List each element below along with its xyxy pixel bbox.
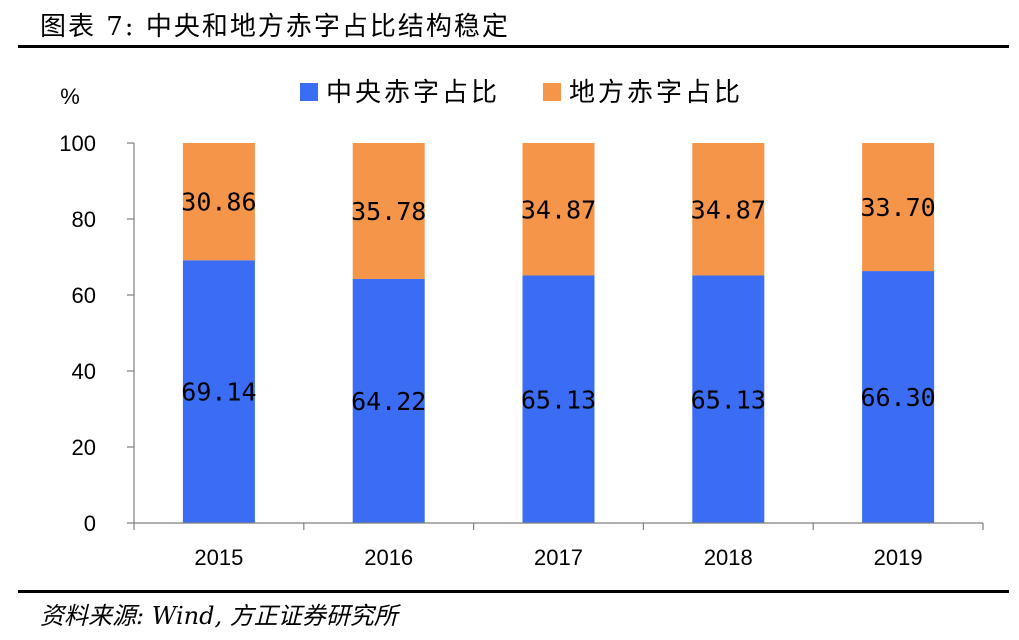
- data-label: 30.86: [181, 188, 256, 217]
- bar-central-2015: [182, 260, 255, 523]
- data-label: 66.30: [860, 383, 935, 412]
- x-tick-label: 2015: [194, 545, 243, 570]
- data-label: 64.22: [351, 387, 426, 416]
- data-label: 65.13: [521, 385, 596, 414]
- data-label: 35.78: [351, 197, 426, 226]
- x-tick-label: 2017: [534, 545, 583, 570]
- bar-central-2016: [352, 278, 425, 523]
- legend-swatch: [300, 83, 318, 101]
- top-rule: [18, 45, 1009, 48]
- bar-central-2018: [692, 275, 765, 523]
- stacked-bar-chart: 中央赤字占比 地方赤字占比 % 0 20 40 60 80 100 69.14 30.86 64…: [59, 78, 984, 570]
- bar-local-2015: [182, 143, 255, 261]
- data-label: 69.14: [181, 378, 256, 407]
- figure-title: 图表 7: 中央和地方赤字占比结构稳定: [40, 12, 510, 42]
- data-label: 34.87: [691, 195, 766, 224]
- bar-local-2019: [862, 143, 935, 272]
- bars: 69.14 30.86 64.22 35.78 65.13 34.87 65.13 34.87…: [181, 143, 936, 523]
- y-axis-unit: %: [60, 84, 80, 109]
- bar-local-2018: [692, 143, 765, 276]
- legend-label: 地方赤字占比: [569, 78, 743, 108]
- legend-swatch: [543, 83, 561, 101]
- legend-label: 中央赤字占比: [326, 78, 500, 108]
- y-tick-label: 20: [72, 435, 96, 460]
- y-tick-label: 80: [72, 207, 96, 232]
- y-tick-label: 60: [72, 283, 96, 308]
- data-label: 34.87: [521, 195, 596, 224]
- x-tick-label: 2016: [364, 545, 413, 570]
- data-label: 33.70: [860, 193, 935, 222]
- source-note: 资料来源: Wind, 方正证券研究所: [40, 602, 398, 630]
- bar-local-2017: [522, 143, 595, 276]
- y-tick-label: 100: [59, 131, 96, 156]
- bar-central-2019: [862, 271, 935, 523]
- bar-central-2017: [522, 275, 595, 523]
- y-tick-label: 0: [84, 511, 96, 536]
- x-axis: 2015 2016 2017 2018 2019: [133, 522, 984, 570]
- y-tick-label: 40: [72, 359, 96, 384]
- x-tick-label: 2018: [704, 545, 753, 570]
- bar-local-2016: [352, 143, 425, 279]
- x-tick-label: 2019: [874, 545, 923, 570]
- legend: 中央赤字占比 地方赤字占比: [300, 78, 743, 108]
- data-label: 65.13: [691, 385, 766, 414]
- y-axis: 0 20 40 60 80 100: [59, 131, 135, 536]
- bottom-rule: [18, 590, 1009, 593]
